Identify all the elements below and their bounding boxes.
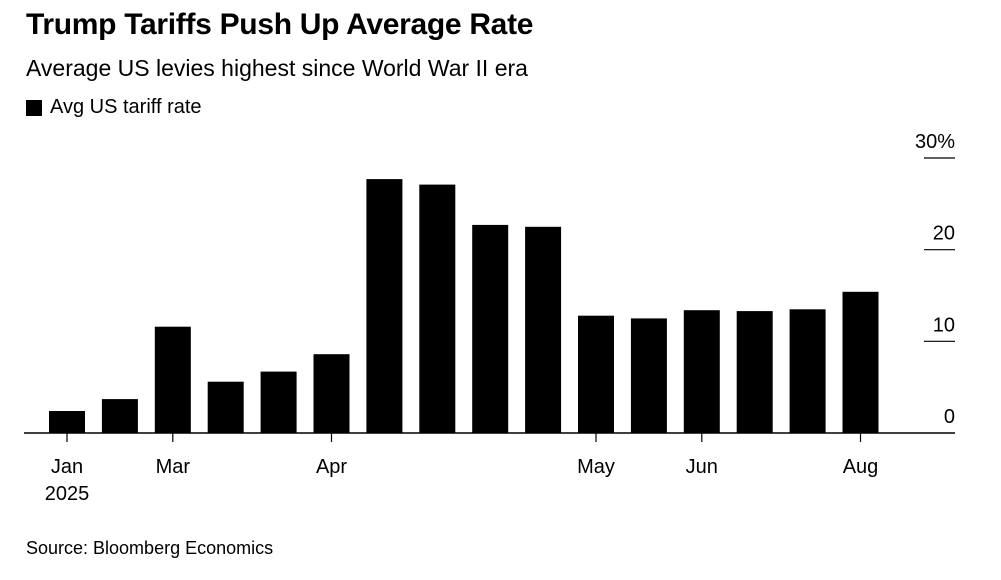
x-tick-label: Mar [156, 456, 191, 478]
bar [842, 291, 879, 433]
chart-subtitle: Average US levies highest since World Wa… [26, 55, 528, 81]
bar [207, 381, 244, 433]
legend-swatch [26, 100, 42, 116]
y-axis: 0 10 20 30% [915, 131, 955, 428]
bar [313, 354, 350, 433]
legend-label: Avg US tariff rate [50, 96, 202, 118]
x-axis: Jan 2025 Mar Apr May Jun Aug [45, 433, 879, 505]
bar [101, 399, 138, 433]
y-tick-label: 10 [933, 314, 955, 336]
bar [578, 315, 614, 433]
bar [49, 411, 85, 433]
x-tick-label: Jun [686, 456, 718, 478]
bar [366, 179, 403, 433]
source-note: Source: Bloomberg Economics [26, 538, 274, 558]
y-tick-label: 30% [915, 131, 955, 153]
bar-group [49, 179, 879, 434]
chart-title: Trump Tariffs Push Up Average Rate [26, 8, 534, 41]
x-tick-sublabel: 2025 [45, 483, 90, 505]
bar [154, 326, 191, 433]
x-tick-label: Jan [51, 456, 83, 478]
chart-legend: Avg US tariff rate [26, 96, 202, 119]
x-tick-label: Aug [843, 456, 879, 478]
x-tick-label: Apr [316, 456, 347, 478]
bar [630, 318, 667, 433]
bar [260, 371, 297, 433]
bar [472, 224, 509, 433]
bar [419, 184, 456, 433]
y-tick-label: 0 [944, 406, 955, 428]
bar [683, 310, 720, 433]
bar [525, 226, 562, 434]
bar [789, 309, 826, 434]
bar [736, 311, 773, 433]
y-tick-label: 20 [933, 223, 955, 245]
x-tick-label: May [577, 456, 615, 478]
